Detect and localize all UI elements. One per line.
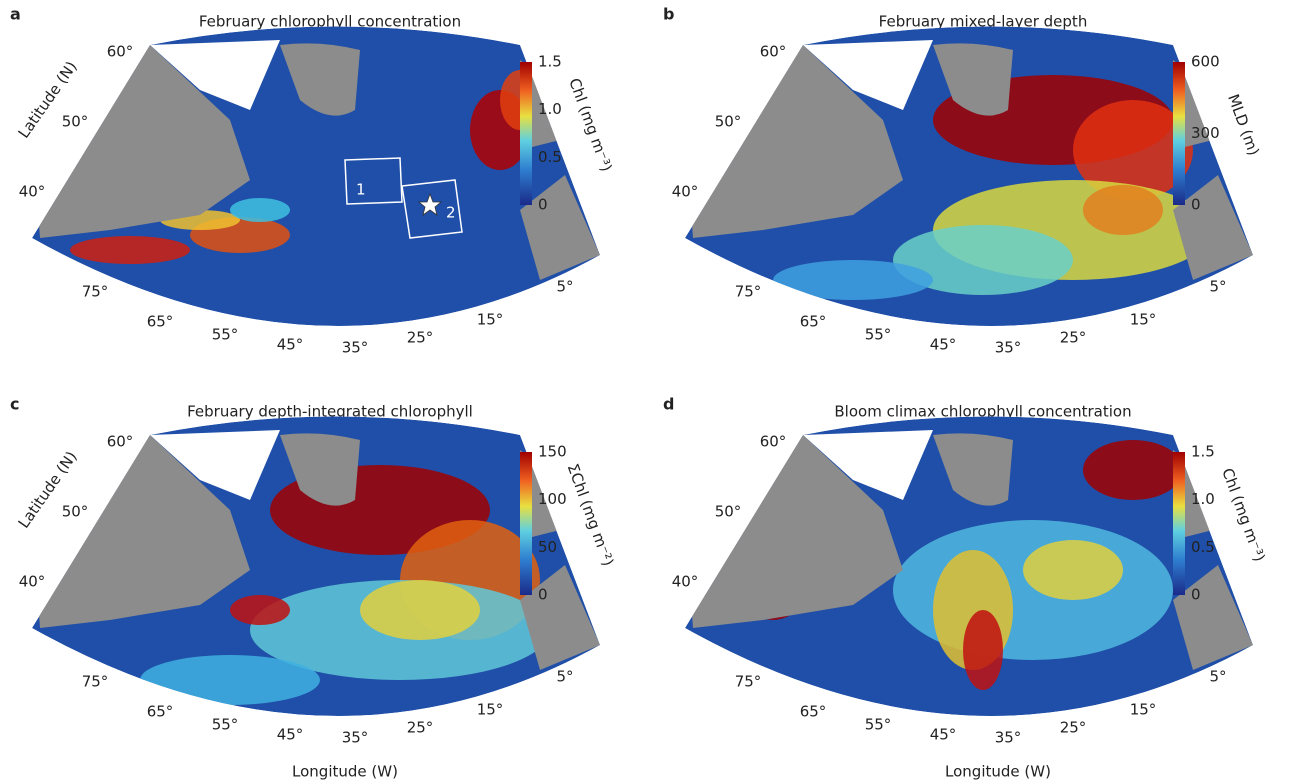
longitude-label: 5° [1209, 668, 1226, 686]
colorbar [1173, 62, 1185, 205]
colorbar-tick-label: 0 [538, 196, 548, 214]
colorbar-tick-label: 0 [538, 586, 548, 604]
longitude-label: 25° [1060, 719, 1087, 737]
map [683, 417, 1253, 716]
latitude-label: 60° [107, 43, 134, 61]
colorbar-label: Chl (mg m⁻³) [565, 76, 615, 174]
longitude-label: 15° [1130, 701, 1157, 719]
colorbar-label: Chl (mg m⁻³) [1218, 466, 1268, 564]
longitude-label: 55° [212, 326, 239, 344]
field-patch [773, 260, 933, 300]
x-axis-label: Longitude (W) [945, 763, 1051, 781]
colorbar [520, 452, 532, 595]
colorbar-tick-label: 100 [538, 490, 567, 508]
longitude-label: 35° [995, 339, 1022, 357]
field-patch [140, 655, 320, 705]
colorbar-tick-label: 1.0 [1191, 490, 1215, 508]
map [30, 27, 600, 326]
longitude-label: 75° [82, 673, 109, 691]
colorbar-tick-label: 0 [1191, 196, 1201, 214]
longitude-label: 75° [735, 673, 762, 691]
colorbar-tick-label: 1.0 [538, 100, 562, 118]
longitude-label: 75° [82, 283, 109, 301]
field-patch [360, 580, 480, 640]
colorbar-tick-label: 1.5 [538, 53, 562, 71]
latitude-label: 50° [62, 503, 89, 521]
field-patch [1083, 440, 1183, 500]
longitude-label: 25° [1060, 329, 1087, 347]
x-axis-label: Longitude (W) [292, 763, 398, 781]
field-patch [1083, 185, 1163, 235]
longitude-label: 15° [477, 311, 504, 329]
box-label: 2 [446, 204, 456, 222]
panel: bFebruary mixed-layer depth6003000MLD (m… [663, 5, 1263, 357]
longitude-label: 45° [277, 336, 304, 354]
map [683, 27, 1253, 326]
colorbar [1173, 452, 1185, 595]
longitude-label: 15° [1130, 311, 1157, 329]
field-patch [963, 610, 1003, 690]
colorbar-tick-label: 600 [1191, 53, 1220, 71]
longitude-label: 45° [930, 336, 957, 354]
panel-letter: c [10, 395, 19, 414]
longitude-label: 5° [1209, 278, 1226, 296]
longitude-label: 55° [212, 716, 239, 734]
longitude-label: 35° [995, 729, 1022, 747]
longitude-label: 25° [407, 719, 434, 737]
colorbar-tick-label: 150 [538, 443, 567, 461]
panel-letter: a [10, 5, 21, 24]
colorbar-tick-label: 1.5 [1191, 443, 1215, 461]
longitude-label: 45° [277, 726, 304, 744]
colorbar-label: MLD (m) [1224, 92, 1263, 158]
longitude-label: 45° [930, 726, 957, 744]
longitude-label: 25° [407, 329, 434, 347]
longitude-label: 15° [477, 701, 504, 719]
latitude-label: 40° [672, 573, 699, 591]
field-patch [893, 520, 1173, 660]
colorbar-tick-label: 0.5 [1191, 538, 1215, 556]
longitude-label: 65° [147, 313, 174, 331]
field-patch [230, 595, 290, 625]
latitude-label: 50° [715, 113, 742, 131]
longitude-label: 55° [865, 716, 892, 734]
colorbar-tick-label: 0 [1191, 586, 1201, 604]
longitude-label: 65° [147, 703, 174, 721]
figure: aFebruary chlorophyll concentration1.51.… [0, 0, 1306, 781]
field-patch [1023, 540, 1123, 600]
map [30, 417, 600, 716]
latitude-label: 40° [19, 573, 46, 591]
colorbar-tick-label: 0.5 [538, 148, 562, 166]
longitude-label: 55° [865, 326, 892, 344]
longitude-label: 5° [556, 278, 573, 296]
longitude-label: 35° [342, 339, 369, 357]
colorbar-tick-label: 50 [538, 538, 557, 556]
panel-letter: d [663, 395, 674, 414]
longitude-label: 35° [342, 729, 369, 747]
colorbar [520, 62, 532, 205]
latitude-label: 60° [760, 433, 787, 451]
latitude-label: 40° [672, 183, 699, 201]
field-patch [230, 198, 290, 222]
panel-letter: b [663, 5, 674, 24]
longitude-label: 65° [800, 703, 827, 721]
latitude-label: 60° [107, 433, 134, 451]
field-patch [70, 236, 190, 264]
longitude-label: 5° [556, 668, 573, 686]
latitude-label: 60° [760, 43, 787, 61]
latitude-label: 50° [62, 113, 89, 131]
latitude-label: 50° [715, 503, 742, 521]
colorbar-label: ΣChl (mg m⁻²) [564, 461, 618, 568]
colorbar-tick-label: 300 [1191, 124, 1220, 142]
longitude-label: 75° [735, 283, 762, 301]
box-label: 1 [356, 181, 366, 199]
latitude-label: 40° [19, 183, 46, 201]
longitude-label: 65° [800, 313, 827, 331]
